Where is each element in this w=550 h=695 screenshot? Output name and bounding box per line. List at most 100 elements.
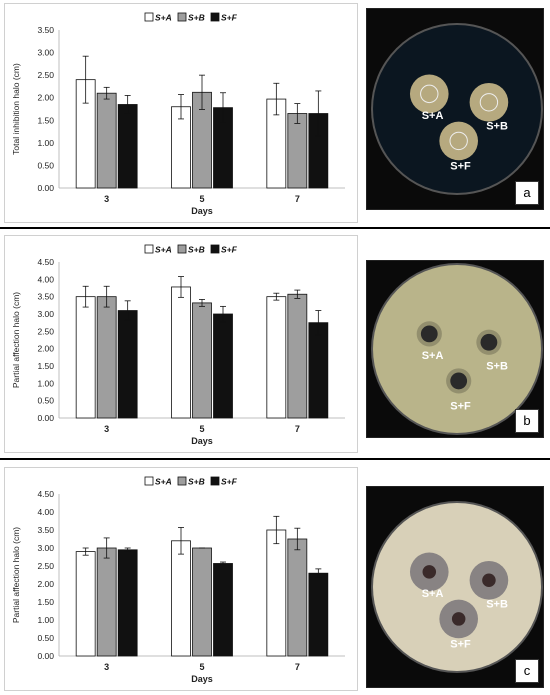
- x-axis-label: Days: [191, 436, 213, 446]
- x-tick-label: 3: [104, 662, 109, 672]
- bar-s-a-day-7: [266, 529, 287, 657]
- legend-label: S+A: [155, 245, 172, 255]
- petri-label: S+F: [450, 401, 471, 413]
- bar-chart-a: 0.00 0.50 1.00 1.50 2.00 2.50 3.00 3.50 Total in…: [11, 12, 345, 216]
- well: [422, 565, 437, 579]
- chart-frame-b: 0.00 0.50 1.00 1.50 2.00 2.50 3.00 3.50 4.00 4.50…: [4, 235, 358, 453]
- y-tick-label: 3.00: [37, 543, 54, 553]
- x-tick-label: 5: [199, 662, 204, 672]
- legend-swatch: [144, 476, 154, 486]
- x-tick-label: 7: [295, 424, 300, 434]
- petri-dish-b: S+A S+B S+F: [367, 261, 543, 437]
- legend-label: S+A: [155, 477, 172, 487]
- petri-label: S+A: [422, 350, 444, 362]
- bar-s-a-day-7: [266, 296, 287, 419]
- chart-frame-c: 0.00 0.50 1.00 1.50 2.00 2.50 3.00 3.50 4.00 4.50…: [4, 467, 358, 691]
- dish-agar: [373, 25, 541, 193]
- y-tick-label: 3.50: [37, 525, 54, 535]
- well: [479, 93, 499, 112]
- petri-label: S+F: [450, 161, 471, 173]
- panel-a: 0.00 0.50 1.00 1.50 2.00 2.50 3.00 3.50 Total in…: [0, 0, 550, 224]
- legend-swatch: [177, 12, 187, 22]
- dish-agar: [373, 265, 541, 433]
- well: [420, 325, 438, 343]
- panel-b: 0.00 0.50 1.00 1.50 2.00 2.50 3.00 3.50 4.00 4.50…: [0, 232, 550, 454]
- petri-label: S+A: [422, 588, 444, 600]
- legend-swatch: [210, 12, 220, 22]
- petri-label: S+B: [486, 120, 508, 132]
- y-tick-label: 2.00: [37, 344, 54, 354]
- inhibition-halo: [439, 121, 478, 161]
- dish-agar: [373, 503, 541, 671]
- panel-letter-b: b: [515, 409, 539, 433]
- legend-swatch: [144, 12, 154, 22]
- legend-label: S+B: [188, 477, 205, 487]
- y-tick-label: 2.00: [37, 93, 54, 103]
- error-bar: [315, 568, 322, 578]
- y-tick-label: 4.00: [37, 274, 54, 284]
- petri-dish-c: S+A S+B S+F: [367, 487, 543, 687]
- petri-label: S+A: [422, 110, 444, 122]
- panel-letter-a: a: [515, 181, 539, 205]
- legend: S+A S+B S+F: [144, 476, 238, 487]
- well: [451, 612, 466, 626]
- x-tick-label: 5: [199, 194, 204, 204]
- bar-chart-b: 0.00 0.50 1.00 1.50 2.00 2.50 3.00 3.50 4.00 4.50…: [11, 244, 345, 446]
- bar-s-b-day-7: [287, 538, 308, 657]
- error-bar: [178, 527, 184, 555]
- y-tick-label: 4.50: [37, 489, 54, 499]
- divider-1: [0, 227, 550, 229]
- petri-label: S+B: [486, 598, 508, 610]
- error-bar: [199, 299, 205, 307]
- x-tick-label: 5: [199, 424, 204, 434]
- y-tick-label: 0.50: [37, 396, 54, 406]
- y-tick-label: 1.50: [37, 597, 54, 607]
- y-tick-label: 4.00: [37, 507, 54, 517]
- y-tick-label: 2.50: [37, 70, 54, 80]
- y-axis-label: Partial affection halo (cm): [11, 527, 21, 623]
- bar-s-a-day-5: [171, 286, 191, 419]
- y-tick-label: 0.50: [37, 633, 54, 643]
- y-axis-label: Total inhibition halo (cm): [11, 63, 21, 155]
- petri-label: S+B: [486, 360, 508, 372]
- y-tick-label: 3.00: [37, 48, 54, 58]
- bar-s-b-day-7: [287, 293, 308, 419]
- legend-label: S+A: [155, 13, 172, 23]
- y-tick-label: 0.50: [37, 160, 54, 170]
- x-tick-label: 3: [104, 194, 109, 204]
- y-tick-label: 4.50: [37, 257, 54, 267]
- petri-photo-a: S+A S+B S+F a: [366, 8, 544, 210]
- x-tick-label: 7: [295, 194, 300, 204]
- legend-swatch: [177, 476, 187, 486]
- y-tick-label: 3.50: [37, 292, 54, 302]
- x-tick-label: 3: [104, 424, 109, 434]
- error-bar: [103, 86, 110, 100]
- inhibition-halo: [409, 74, 449, 114]
- y-tick-label: 2.50: [37, 326, 54, 336]
- bar-chart-c: 0.00 0.50 1.00 1.50 2.00 2.50 3.00 3.50 4.00 4.50…: [11, 476, 345, 684]
- y-axis-label: Partial affection halo (cm): [11, 292, 21, 388]
- error-bar: [124, 300, 131, 321]
- error-bar: [294, 103, 301, 124]
- y-tick-label: 3.00: [37, 309, 54, 319]
- y-tick-label: 1.00: [37, 378, 54, 388]
- legend: S+A S+B S+F: [144, 244, 238, 255]
- legend-swatch: [210, 476, 220, 486]
- bar-s-f-day-7: [308, 322, 329, 419]
- legend-swatch: [177, 244, 187, 254]
- error-bar: [315, 90, 322, 137]
- legend-label: S+B: [188, 13, 205, 23]
- bar-s-a-day-3: [75, 551, 96, 657]
- y-tick-label: 1.50: [37, 361, 54, 371]
- well: [450, 372, 468, 390]
- error-bar: [199, 74, 205, 110]
- panel-c: 0.00 0.50 1.00 1.50 2.00 2.50 3.00 3.50 4.00 4.50…: [0, 464, 550, 692]
- petri-photo-c: S+A S+B S+F c: [366, 486, 544, 688]
- well: [482, 573, 496, 588]
- x-axis-label: Days: [191, 674, 213, 684]
- bar-s-f-day-7: [308, 572, 329, 657]
- chart-frame-a: 0.00 0.50 1.00 1.50 2.00 2.50 3.00 3.50 Total in…: [4, 3, 358, 223]
- y-tick-label: 0.00: [37, 651, 54, 661]
- legend-label: S+F: [221, 245, 238, 255]
- divider-2: [0, 458, 550, 460]
